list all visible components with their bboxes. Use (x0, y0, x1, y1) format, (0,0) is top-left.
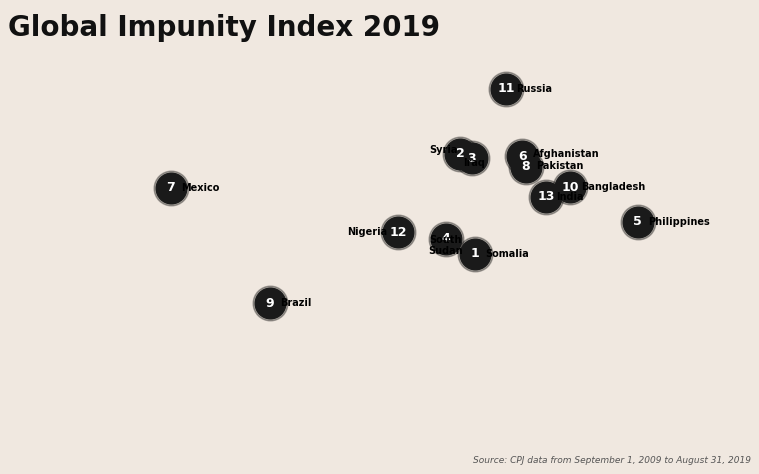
Text: 1: 1 (471, 247, 480, 260)
Text: Nigeria: Nigeria (347, 227, 387, 237)
Text: Iraq: Iraq (463, 158, 485, 168)
Text: 7: 7 (166, 181, 175, 194)
Text: Source: CPJ data from September 1, 2009 to August 31, 2019: Source: CPJ data from September 1, 2009 … (474, 456, 751, 465)
Text: 9: 9 (266, 297, 275, 310)
Text: Global Impunity Index 2019: Global Impunity Index 2019 (8, 14, 439, 42)
Text: Mexico: Mexico (181, 183, 219, 193)
Text: Somalia: Somalia (486, 249, 529, 259)
Text: 5: 5 (634, 215, 642, 228)
Text: 3: 3 (468, 152, 476, 165)
Text: Russia: Russia (517, 84, 553, 94)
Text: Bangladesh: Bangladesh (581, 182, 645, 192)
Text: 6: 6 (518, 150, 527, 163)
Text: 11: 11 (497, 82, 515, 95)
Text: Philippines: Philippines (648, 217, 710, 227)
Text: South
Sudan: South Sudan (429, 235, 463, 256)
Text: 2: 2 (456, 147, 465, 160)
Text: Afghanistan: Afghanistan (533, 149, 600, 159)
Text: 4: 4 (442, 232, 450, 245)
Text: 13: 13 (537, 191, 555, 203)
Text: Brazil: Brazil (281, 298, 312, 309)
Text: 10: 10 (562, 181, 579, 194)
Text: 8: 8 (521, 161, 530, 173)
Text: India: India (556, 192, 584, 202)
Text: Pakistan: Pakistan (536, 161, 584, 171)
Text: Syria: Syria (430, 145, 458, 155)
Text: 12: 12 (389, 226, 407, 238)
